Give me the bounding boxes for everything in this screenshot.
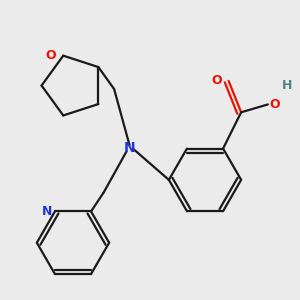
Text: N: N — [41, 205, 52, 218]
Text: N: N — [124, 141, 135, 155]
Text: O: O — [211, 74, 222, 87]
Text: H: H — [282, 79, 292, 92]
Text: O: O — [46, 49, 56, 62]
Text: O: O — [269, 98, 280, 111]
